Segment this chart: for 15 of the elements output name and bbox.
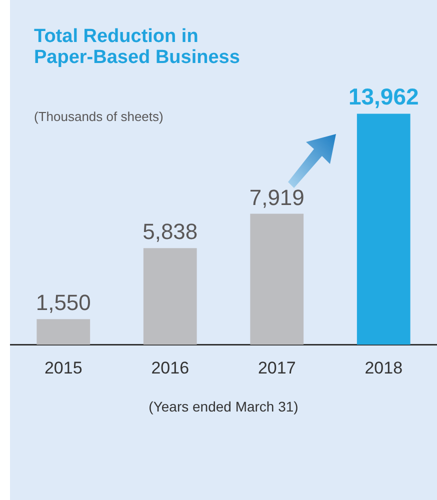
data-label: 1,550 <box>36 290 91 316</box>
x-tick-label: 2015 <box>44 358 82 378</box>
chart-title: Total Reduction in Paper-Based Business <box>34 26 241 68</box>
bar <box>36 319 90 345</box>
bar <box>143 248 197 345</box>
bar <box>356 114 410 345</box>
x-tick-label: 2017 <box>258 358 296 378</box>
x-tick-label: 2018 <box>364 358 403 378</box>
data-label: 5,838 <box>142 219 198 244</box>
data-label: 13,962 <box>348 84 419 110</box>
x-axis-title: (Years ended March 31) <box>148 398 298 414</box>
chart-subtitle: (Thousands of sheets) <box>34 109 164 124</box>
bar <box>250 214 304 345</box>
x-tick-label: 2016 <box>151 358 190 378</box>
data-label: 7,919 <box>249 184 304 210</box>
